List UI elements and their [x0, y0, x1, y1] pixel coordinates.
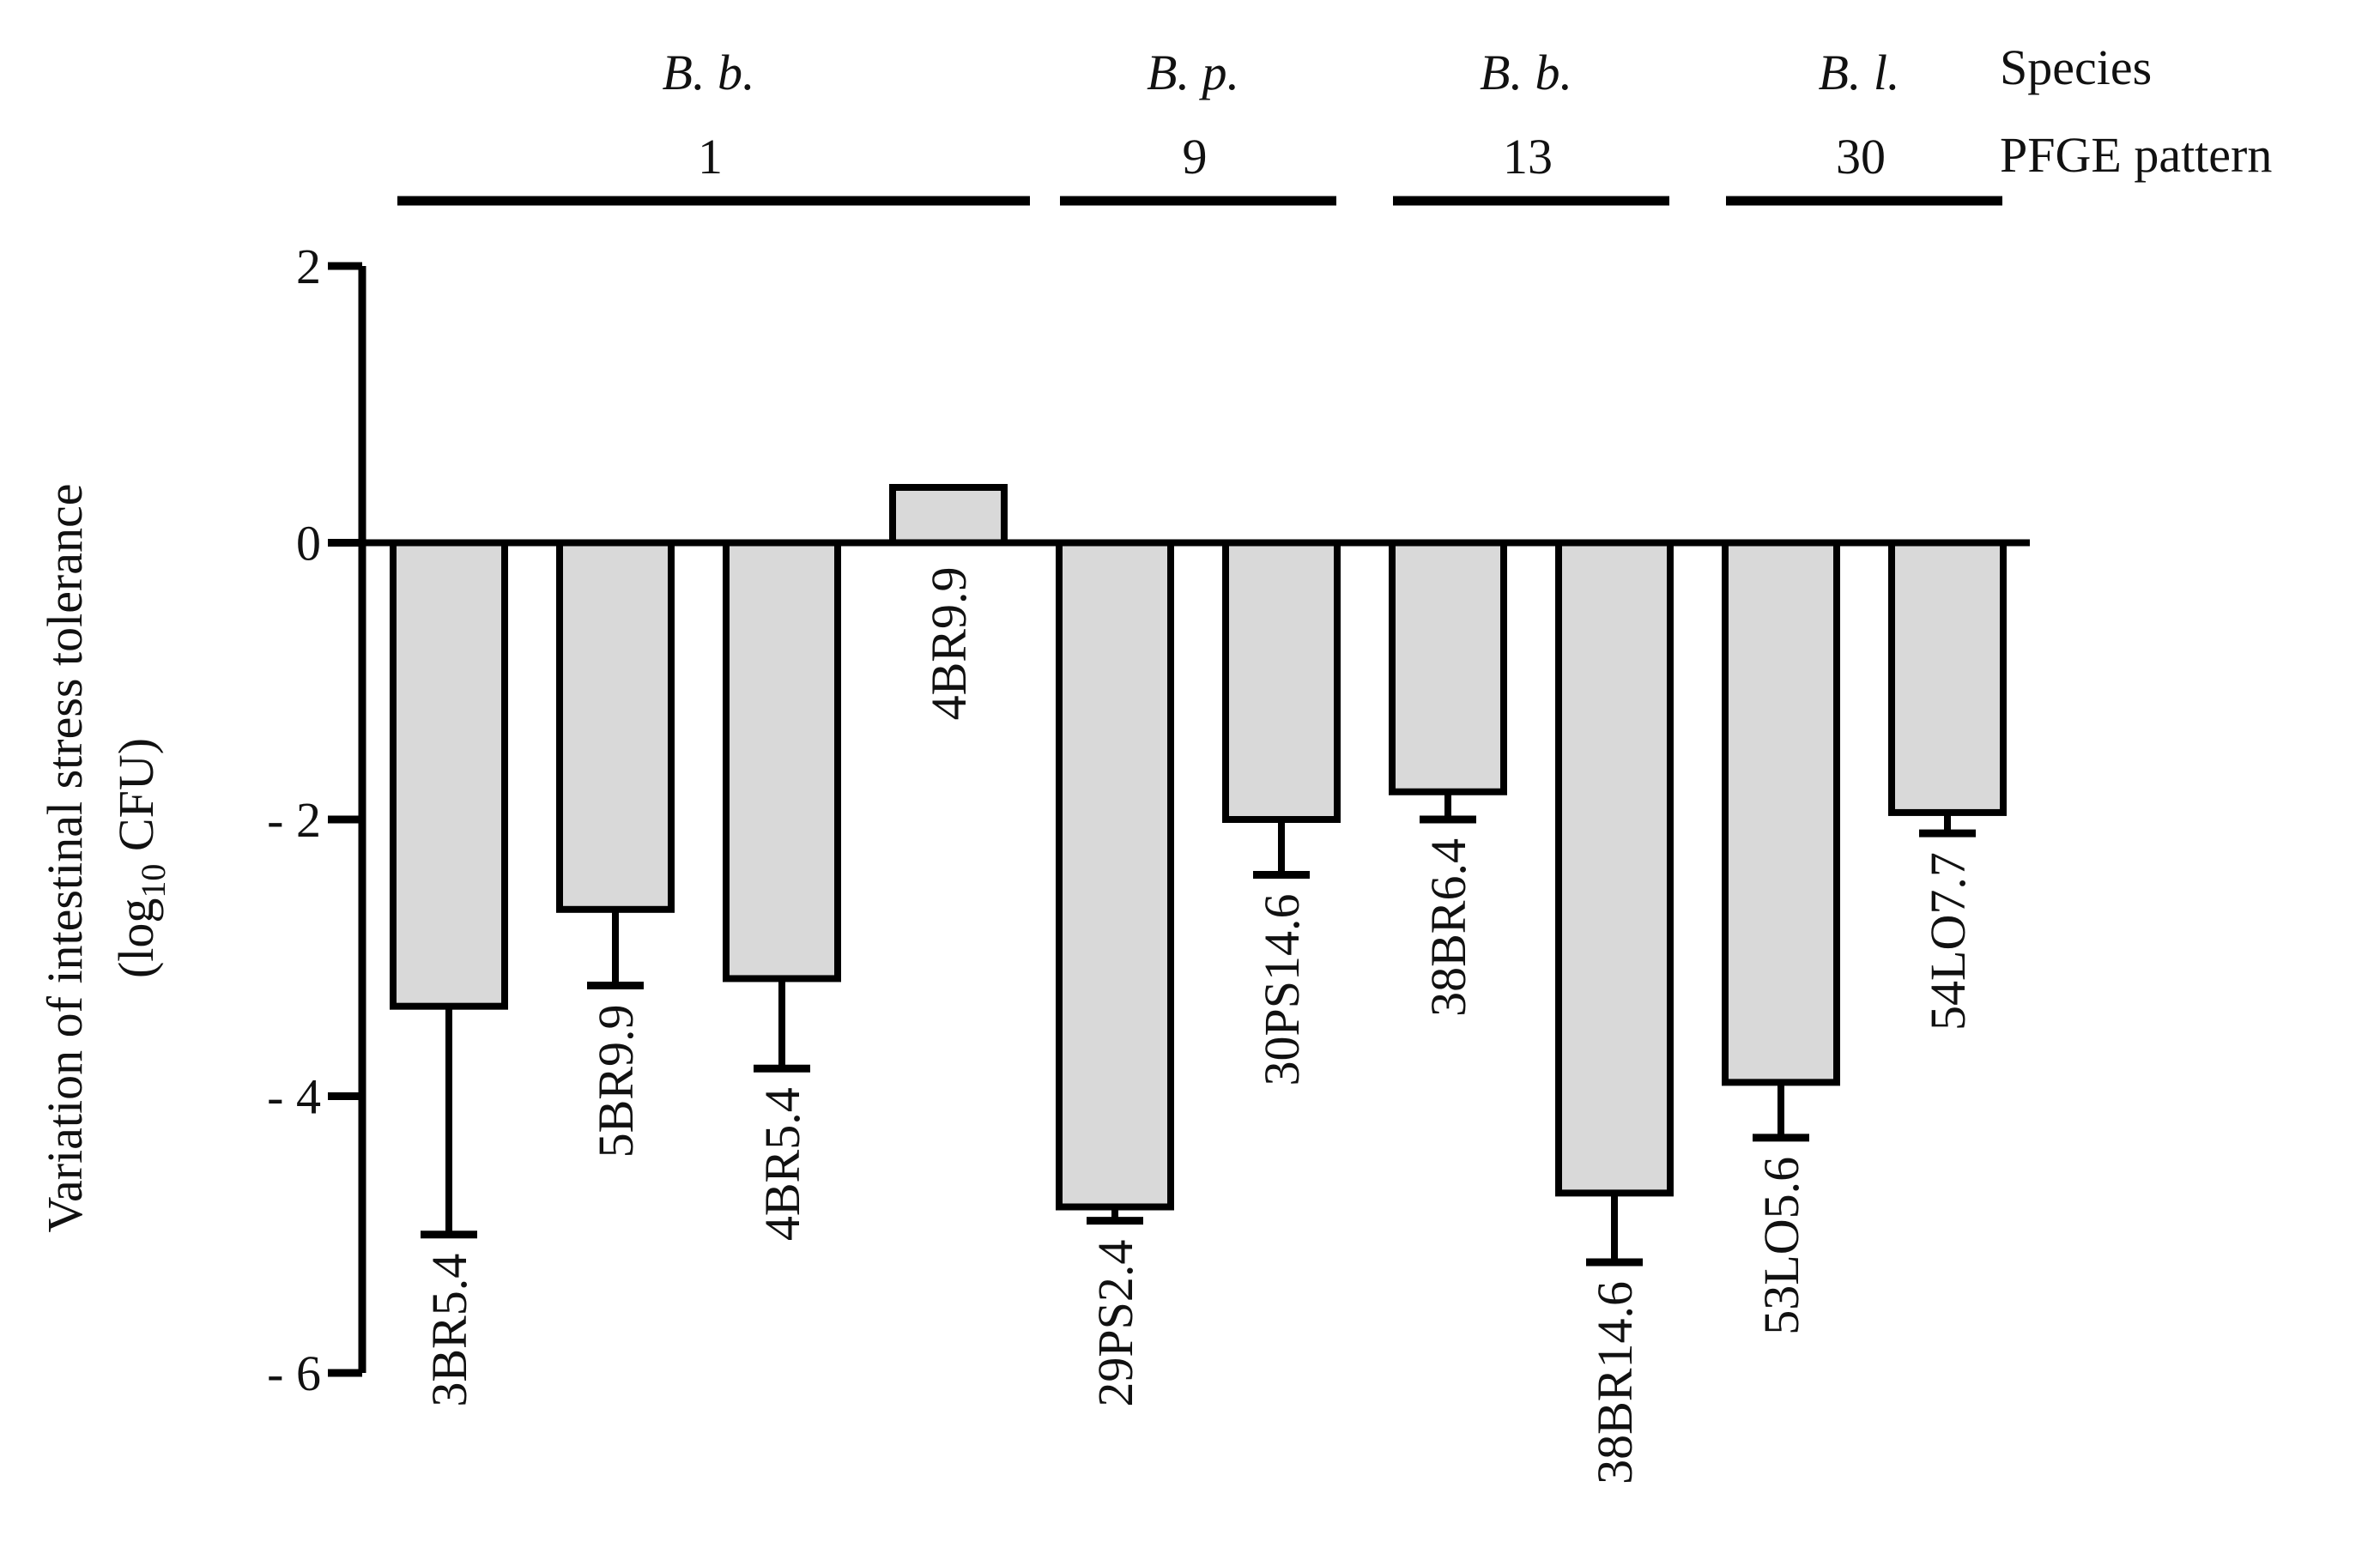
y-ticks: 2 0 - 2 - 4 - 6: [267, 239, 362, 1401]
species-label: B. p.: [1147, 45, 1239, 100]
species-label: B. b.: [663, 45, 755, 100]
y-unit-suffix: CFU): [108, 738, 164, 864]
bar: [1888, 539, 2007, 816]
y-unit-subscript: 10: [134, 864, 173, 898]
bar: [1722, 539, 1840, 1086]
bar-label: 38BR6.4: [1420, 838, 1476, 1017]
pfge-label: 30: [1836, 129, 1886, 184]
bar-label: 29PS2.4: [1087, 1240, 1143, 1407]
bar: [1056, 539, 1174, 1211]
bar-label: 30PS14.6: [1254, 894, 1310, 1086]
y-tick-label: - 4: [267, 1069, 321, 1125]
bar: [390, 539, 508, 1010]
bar: [1389, 539, 1507, 795]
bars: [390, 484, 2007, 1267]
species-label: B. l.: [1818, 45, 1899, 100]
bar: [889, 484, 1008, 547]
bar-label: 38BR14.6: [1587, 1281, 1643, 1484]
group-header: B. b. 1 B. p. 9 B. b. 13 B. l. 30 Species PFGE pa…: [397, 39, 2272, 206]
bar: [723, 539, 841, 983]
pfge-label: 1: [698, 129, 723, 184]
species-label: B. b.: [1480, 45, 1572, 100]
pfge-label: 13: [1503, 129, 1553, 184]
bar-label: 4BR9.9: [921, 567, 977, 721]
bar-label: 3BR5.4: [421, 1254, 477, 1407]
y-tick-label: 0: [296, 516, 321, 571]
bar: [556, 539, 675, 913]
bar-label: 53LO5.6: [1753, 1157, 1809, 1335]
bar: [1555, 539, 1674, 1197]
bar-label: 54LO7.7: [1920, 852, 1976, 1031]
pfge-header: PFGE pattern: [2000, 127, 2272, 183]
y-tick-label: 2: [296, 239, 321, 294]
bar-label: 5BR9.9: [588, 1005, 644, 1158]
y-unit-prefix: (log: [108, 898, 164, 978]
pfge-label: 9: [1183, 129, 1208, 184]
bar-label: 4BR5.4: [754, 1087, 810, 1241]
species-header: Species: [2000, 39, 2152, 95]
category-labels: 3BR5.4 5BR9.9 4BR5.4 4BR9.9 29PS2.4 30PS14.6 3…: [421, 567, 1976, 1484]
y-tick-label: - 2: [267, 792, 321, 848]
y-axis: 2 0 - 2 - 4 - 6: [267, 239, 366, 1401]
y-axis-label: Variation of intestinal stress tolerance: [37, 484, 93, 1233]
y-axis-unit-label: (log10 CFU): [108, 738, 173, 978]
bar: [1222, 539, 1341, 823]
y-tick-label: - 6: [267, 1345, 321, 1401]
